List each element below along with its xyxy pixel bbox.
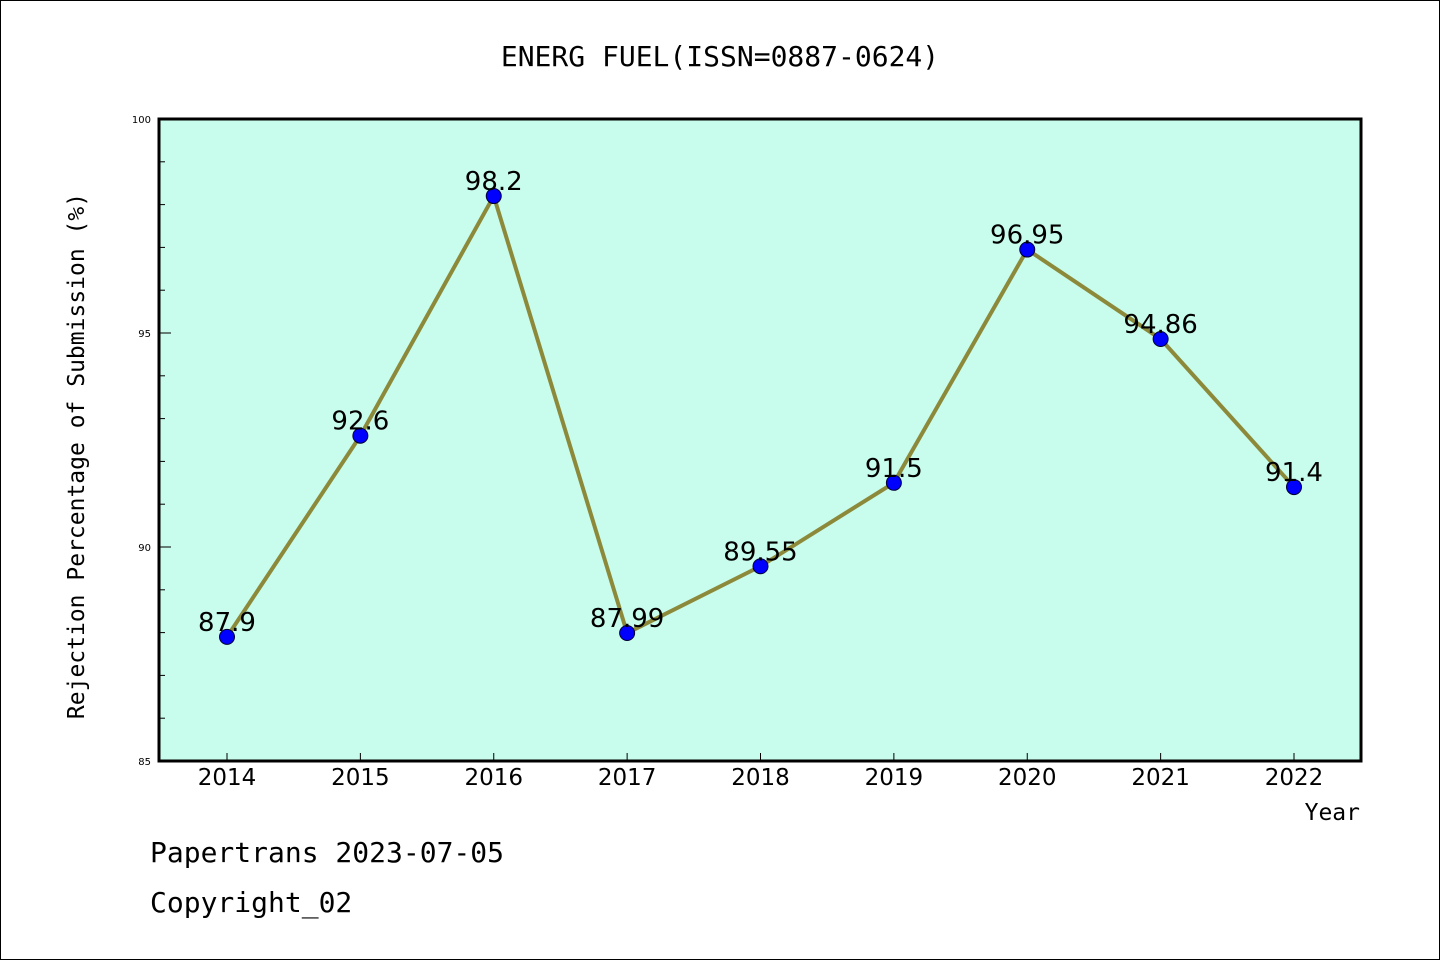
x-tick-label: 2016 bbox=[464, 765, 523, 791]
data-point bbox=[885, 474, 902, 491]
x-tick-label: 2014 bbox=[198, 765, 257, 791]
data-point bbox=[219, 628, 235, 645]
footer-line-1: Papertrans 2023-07-05 bbox=[150, 836, 505, 869]
data-labels: 87.9 92.6 98.2 87.99 89.55 91.5 96.95 94.86 91.4 bbox=[198, 167, 1323, 638]
data-label: 89.55 bbox=[723, 537, 797, 567]
x-tick-label: 2018 bbox=[731, 765, 790, 791]
data-point bbox=[752, 558, 769, 575]
plot-area bbox=[159, 119, 1361, 761]
data-label: 91.4 bbox=[1265, 458, 1323, 488]
x-tick-label: 2022 bbox=[1265, 765, 1324, 791]
data-point bbox=[1019, 241, 1036, 258]
y-tick-label: 85 bbox=[138, 757, 151, 768]
y-tick-label: 90 bbox=[138, 543, 151, 554]
x-tick-label: 2015 bbox=[331, 765, 390, 791]
data-point bbox=[1152, 330, 1169, 347]
data-point bbox=[352, 427, 369, 444]
x-axis-ticks: 2014 2015 2016 2017 2018 2019 2020 2021 2022 bbox=[198, 753, 1324, 791]
data-label: 98.2 bbox=[465, 167, 523, 197]
data-label: 92.6 bbox=[331, 407, 389, 437]
data-label: 87.99 bbox=[590, 604, 664, 634]
data-label: 87.9 bbox=[198, 608, 256, 638]
y-tick-label: 100 bbox=[132, 115, 151, 126]
chart-title: ENERG FUEL(ISSN=0887-0624) bbox=[501, 40, 939, 73]
y-axis-label: Rejection Percentage of Submission (%) bbox=[64, 193, 90, 719]
x-tick-label: 2020 bbox=[998, 765, 1057, 791]
data-point bbox=[485, 188, 502, 205]
x-tick-label: 2017 bbox=[598, 765, 657, 791]
y-tick-label: 95 bbox=[138, 329, 151, 340]
footer-line-2: Copyright_02 bbox=[150, 886, 353, 919]
data-label: 96.95 bbox=[990, 221, 1064, 251]
data-point bbox=[619, 625, 636, 642]
x-tick-label: 2019 bbox=[865, 765, 924, 791]
series-markers bbox=[219, 188, 1302, 645]
data-label: 94.86 bbox=[1123, 310, 1197, 340]
x-axis-label: Year bbox=[1305, 800, 1360, 826]
plot-border bbox=[157, 117, 1363, 763]
data-label: 91.5 bbox=[865, 454, 923, 484]
data-point bbox=[1286, 479, 1302, 496]
x-tick-label: 2021 bbox=[1131, 765, 1190, 791]
